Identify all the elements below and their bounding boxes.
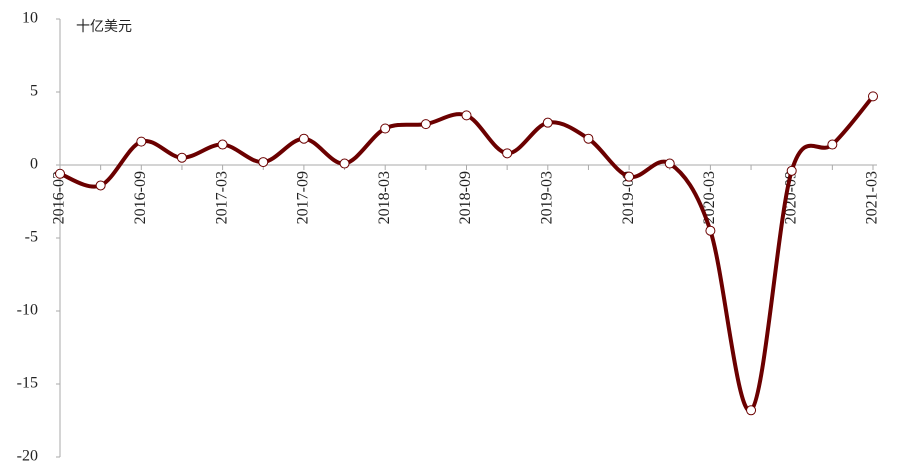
point bbox=[136, 136, 147, 147]
x-tick-label: 2017-09 bbox=[295, 171, 312, 224]
point bbox=[420, 119, 431, 130]
y-tick-label: -10 bbox=[17, 302, 38, 319]
point bbox=[786, 165, 797, 176]
x-tick-label: 2018-09 bbox=[457, 171, 474, 224]
point bbox=[542, 117, 553, 128]
point bbox=[624, 171, 635, 182]
point bbox=[746, 405, 757, 416]
point bbox=[868, 91, 878, 102]
x-tick-label: 2016-03 bbox=[51, 171, 68, 224]
x-tick-label: 2018-03 bbox=[376, 171, 393, 224]
x-tick-label: 2019-09 bbox=[620, 171, 637, 224]
point bbox=[298, 133, 309, 144]
y-tick-label: -5 bbox=[25, 229, 38, 246]
x-tick-label: 2017-03 bbox=[213, 171, 230, 224]
point bbox=[176, 152, 187, 163]
y-tick-label: -20 bbox=[17, 448, 38, 465]
point bbox=[705, 225, 716, 236]
y-tick-label: 10 bbox=[22, 10, 38, 27]
y-tick-label: -15 bbox=[17, 375, 38, 392]
point bbox=[339, 158, 350, 169]
point bbox=[258, 157, 269, 168]
point bbox=[380, 123, 391, 134]
y-tick-label: 0 bbox=[30, 156, 38, 173]
point bbox=[217, 139, 228, 150]
point bbox=[95, 180, 106, 191]
point bbox=[461, 110, 472, 121]
unit-label: 十亿美元 bbox=[76, 19, 132, 35]
y-tick-label: 5 bbox=[30, 83, 38, 100]
x-tick-label: 2021-03 bbox=[864, 171, 881, 224]
point bbox=[583, 133, 594, 144]
line bbox=[59, 95, 875, 413]
point bbox=[55, 168, 65, 179]
x-tick-label: 2019-03 bbox=[538, 171, 555, 224]
point bbox=[664, 158, 675, 169]
x-tick-label: 2016-09 bbox=[132, 171, 149, 224]
point bbox=[827, 139, 838, 150]
point bbox=[502, 148, 513, 159]
